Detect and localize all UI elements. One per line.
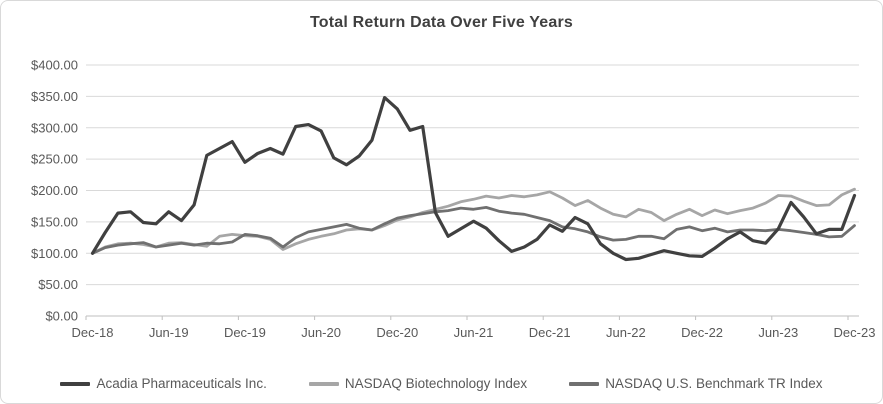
series-line-2 <box>91 205 856 255</box>
y-axis-label: $300.00 <box>31 120 78 135</box>
y-axis-label: $200.00 <box>31 183 78 198</box>
y-axis-label: $150.00 <box>31 214 78 229</box>
acadia-line-marker-icon <box>60 381 91 386</box>
legend-label-benchmark-index: NASDAQ U.S. Benchmark TR Index <box>605 376 823 391</box>
x-axis-label: Dec-21 <box>529 325 571 340</box>
biotech-line-marker-icon <box>308 381 339 386</box>
benchmark-line-marker-icon <box>569 381 600 386</box>
x-axis-label: Dec-19 <box>224 325 266 340</box>
legend-label-biotech-index: NASDAQ Biotechnology Index <box>344 376 528 391</box>
series-line-1 <box>91 187 856 255</box>
y-axis-label: $250.00 <box>31 152 78 167</box>
x-axis-label: Dec-18 <box>72 325 114 340</box>
legend: Acadia Pharmaceuticals Inc. NASDAQ Biote… <box>1 376 882 391</box>
legend-item-acadia: Acadia Pharmaceuticals Inc. <box>60 376 267 391</box>
x-axis-label: Dec-22 <box>681 325 723 340</box>
y-axis-label: $100.00 <box>31 246 78 261</box>
x-axis-label: Jun-21 <box>454 325 494 340</box>
x-axis-label: Jun-22 <box>606 325 646 340</box>
legend-item-biotech-index: NASDAQ Biotechnology Index <box>308 376 528 391</box>
legend-label-acadia: Acadia Pharmaceuticals Inc. <box>96 376 267 391</box>
x-axis-label: Jun-20 <box>301 325 341 340</box>
x-axis-label: Jun-23 <box>758 325 798 340</box>
series-line-0 <box>90 95 857 262</box>
y-axis-label: $350.00 <box>31 89 78 104</box>
chart-title: Total Return Data Over Five Years <box>310 14 573 31</box>
legend-item-benchmark-index: NASDAQ U.S. Benchmark TR Index <box>569 376 823 391</box>
y-axis-label: $0.00 <box>45 309 78 324</box>
x-axis-label: Jun-19 <box>149 325 189 340</box>
x-axis-label: Dec-20 <box>376 325 418 340</box>
x-axis-label: Dec-23 <box>834 325 876 340</box>
y-axis-label: $400.00 <box>31 58 78 73</box>
y-axis-label: $50.00 <box>38 277 78 292</box>
